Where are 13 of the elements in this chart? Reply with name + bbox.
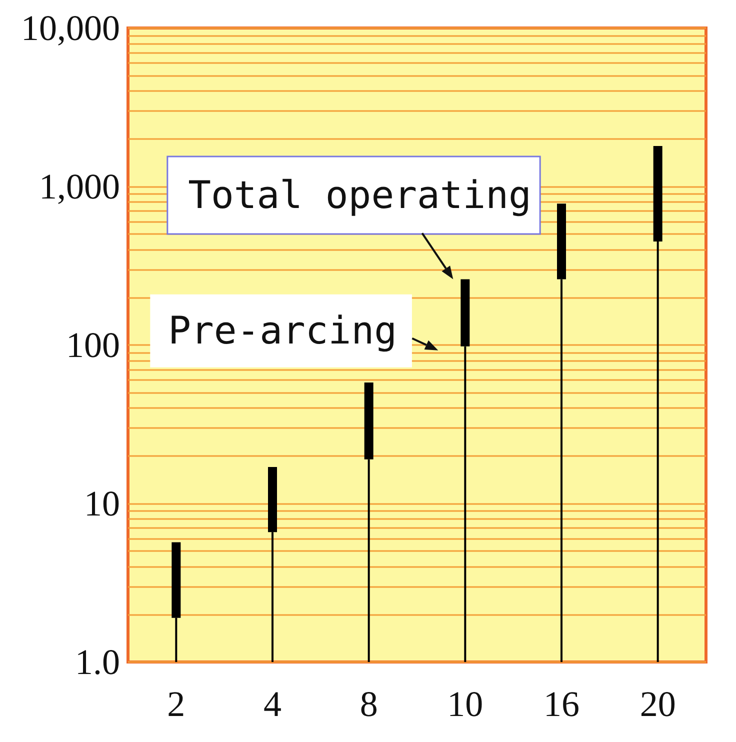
annotation: Total operating: [188, 173, 532, 218]
x-tick-label: 4: [264, 684, 282, 724]
x-tick-label: 2: [167, 684, 186, 724]
x-tick-label: 16: [544, 684, 580, 724]
y-tick-label: 1.0: [75, 642, 120, 682]
y-tick-label: 10,000: [21, 8, 120, 48]
x-tick-label: 8: [360, 684, 378, 724]
x-tick-label: 20: [640, 684, 676, 724]
x-tick-label: 10: [447, 684, 484, 724]
y-tick-label: 1,000: [39, 166, 120, 206]
annotation: Pre-arcing: [168, 308, 397, 352]
y-tick-label: 100: [66, 325, 120, 365]
y-tick-label: 10: [84, 484, 120, 524]
